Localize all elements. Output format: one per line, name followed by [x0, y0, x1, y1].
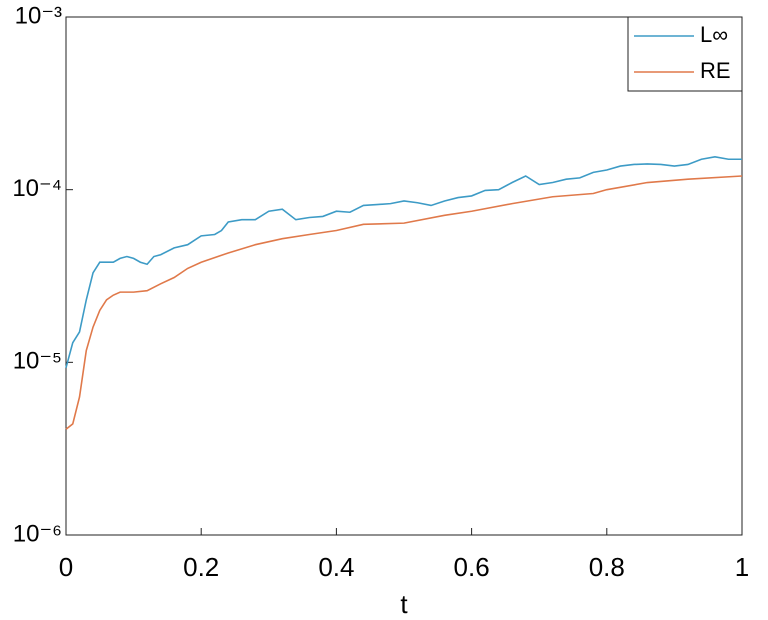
plot-frame	[65, 16, 743, 536]
line	[65, 155, 742, 368]
x-tick-label: 0.4	[318, 552, 354, 582]
x-axis-label: t	[400, 589, 408, 619]
x-tick-label: 0.8	[589, 552, 625, 582]
legend-label: L∞	[700, 22, 728, 47]
y-tick-label: 10⁻⁶	[13, 520, 62, 547]
x-tick-label: 0.2	[183, 552, 219, 582]
y-tick-label: 10⁻⁵	[13, 348, 62, 375]
y-tick-label: 10⁻⁴	[12, 175, 62, 202]
x-tick-label: 1	[735, 552, 749, 582]
x-tick-label: 0.6	[454, 552, 490, 582]
legend-label: RE	[700, 58, 731, 83]
x-tick-label: 0	[59, 552, 73, 582]
y-tick-label: 10⁻³	[15, 2, 62, 29]
legend-box	[627, 16, 743, 92]
line	[65, 175, 743, 430]
